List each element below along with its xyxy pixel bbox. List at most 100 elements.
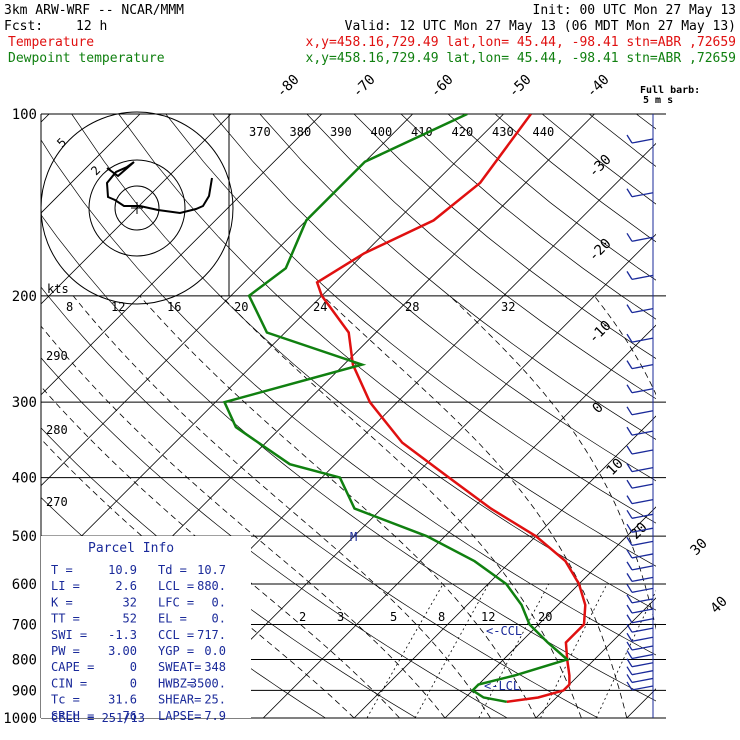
dewpoint-legend: Dewpoint temperature	[8, 51, 165, 66]
parcel-v1: 2.6	[115, 579, 137, 593]
pressure-tick-label: 100	[12, 107, 37, 123]
theta-label: 440	[533, 125, 555, 139]
dry-adiabat	[41, 286, 599, 718]
pressure-tick-label: 400	[12, 471, 37, 487]
mixing-ratio-line	[366, 583, 444, 718]
wind-barb	[631, 337, 654, 343]
mixing-ratio-line	[414, 583, 489, 718]
hodograph-speed-label: 32	[501, 300, 515, 314]
temperature-legend: Temperature	[8, 35, 94, 50]
wind-barb	[631, 636, 654, 642]
wind-barb	[631, 499, 654, 505]
isotherm-label: 40	[708, 594, 731, 617]
parcel-v2: 7.9	[204, 709, 226, 723]
parcel-l1: LI =	[51, 579, 80, 593]
wind-barb	[631, 576, 654, 583]
pressure-tick-label: 700	[12, 617, 37, 633]
wind-barb	[631, 540, 654, 547]
temperature-info: x,y=458.16,729.49 lat,lon= 45.44, -98.41…	[306, 35, 736, 50]
wind-barb	[631, 274, 654, 281]
wind-barb	[631, 466, 654, 473]
parcel-l2: LCL =	[158, 579, 194, 593]
wind-barb	[631, 236, 654, 242]
wind-barb	[631, 565, 654, 571]
model-title: 3km ARW-WRF -- NCAR/MMM	[4, 3, 184, 18]
wind-barb-flag	[626, 594, 633, 604]
theta-label: 400	[371, 125, 393, 139]
wind-barb	[631, 553, 654, 559]
pressure-tick-label: 1000	[3, 711, 37, 727]
wind-barb	[631, 410, 654, 416]
wind-barb-flag	[626, 463, 633, 472]
wind-barb-flag	[626, 384, 633, 394]
hodograph-speed-label: 16	[167, 300, 181, 314]
wind-barb-flag	[626, 333, 633, 343]
wind-barb-flag	[626, 658, 633, 668]
wind-barb	[631, 677, 654, 684]
theta-label: 370	[249, 125, 271, 139]
wind-barb	[631, 627, 654, 633]
parcel-l2: LFC =	[158, 595, 194, 609]
parcel-l2: SWEAT=	[158, 660, 201, 674]
hodograph-ring	[88, 159, 186, 257]
theta-label: 430	[492, 125, 514, 139]
parcel-v2: 348	[204, 660, 226, 674]
dry-adiabat	[165, 114, 656, 524]
wind-barb	[631, 430, 654, 436]
parcel-v2: 0.	[212, 612, 226, 626]
parcel-v1: 52	[123, 612, 137, 626]
wind-barb-flag	[626, 666, 633, 676]
moist-adiabat	[72, 295, 491, 718]
isotherm-label: 10	[604, 456, 627, 479]
wind-barb	[631, 513, 654, 519]
dewpoint-profile	[222, 114, 570, 704]
pressure-tick-label: 200	[12, 289, 37, 305]
parcel-v2: 717.	[197, 628, 226, 642]
hodograph-units: kts	[47, 282, 69, 296]
wind-barb-flag	[626, 583, 633, 593]
dry-adiabat	[259, 114, 656, 440]
theta-label: 290	[46, 349, 68, 363]
wind-barb-flag	[626, 549, 633, 559]
isotherm-line	[444, 506, 656, 718]
parcel-v2: 0.0	[204, 644, 226, 658]
dry-adiabat	[541, 114, 656, 205]
wind-barb-flag	[626, 623, 633, 633]
wind-barb-flag	[626, 614, 633, 624]
parcel-v2: 880.	[197, 579, 226, 593]
skewt-grid	[41, 114, 740, 718]
parcel-v2: 25.	[204, 693, 226, 707]
mixing-ratio-label: 5	[390, 610, 397, 624]
wind-barb	[631, 388, 654, 394]
isotherm-line	[535, 597, 656, 718]
wind-barb-flag	[626, 632, 633, 642]
valid-time: Valid: 12 UTC Mon 27 May 13 (06 MDT Mon …	[345, 19, 736, 34]
dry-adiabat	[41, 214, 656, 702]
wind-barb	[631, 618, 654, 624]
wind-barb-flag	[626, 426, 633, 436]
isotherm-label: -80	[274, 72, 303, 101]
parcel-v2: 3500.	[190, 676, 226, 690]
dry-adiabat	[588, 114, 656, 167]
hodograph-speed-label: 12	[111, 300, 125, 314]
dry-adiabat	[306, 114, 656, 400]
theta-label: 380	[290, 125, 312, 139]
hodograph-ring	[114, 185, 160, 231]
parcel-v1: 31.6	[108, 693, 137, 707]
wind-barb	[631, 645, 654, 651]
isotherm-line	[172, 233, 656, 718]
wind-barb	[631, 662, 654, 668]
wind-barb-flag	[626, 445, 633, 455]
wind-barb	[631, 192, 654, 198]
parcel-v1: 0	[130, 676, 137, 690]
mixing-ratio-label: 2	[299, 610, 306, 624]
wind-barb-flag	[626, 561, 633, 571]
wind-barb	[631, 670, 654, 676]
dry-adiabat	[212, 114, 656, 482]
wind-barb-flag	[626, 188, 633, 198]
isotherm-line	[718, 114, 740, 718]
wind-barb	[631, 364, 654, 370]
pressure-tick-label: 500	[12, 529, 37, 545]
parcel-v1: 76	[123, 709, 137, 723]
